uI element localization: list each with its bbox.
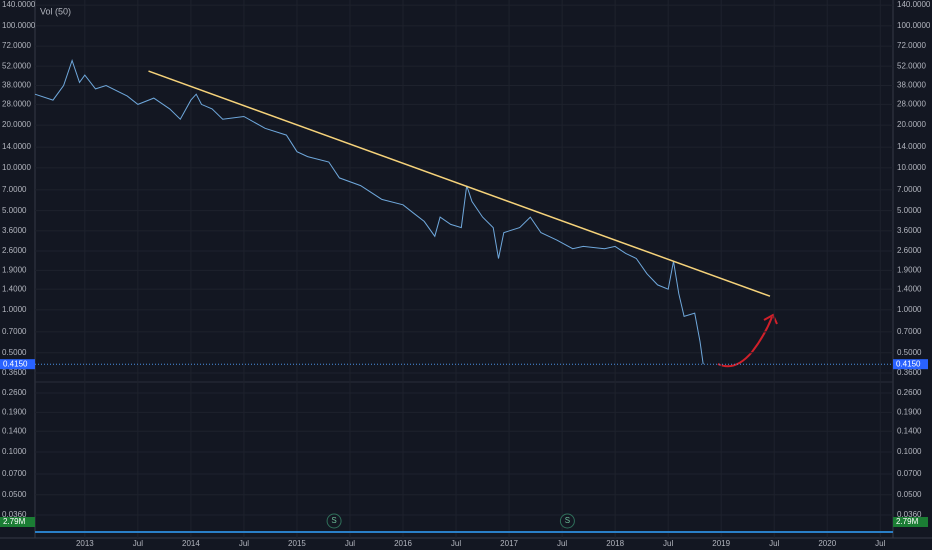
y-tick-label-left: 1.4000 — [2, 284, 27, 293]
split-marker-label: S — [331, 516, 336, 525]
y-tick-label: 20.0000 — [897, 120, 926, 129]
last-price-tag-right: 0.4150 — [896, 359, 921, 368]
y-tick-label: 0.3600 — [897, 368, 922, 377]
y-tick-label: 0.0700 — [897, 469, 922, 478]
y-tick-label: 3.6000 — [897, 226, 922, 235]
x-tick-label: Jul — [663, 539, 673, 548]
y-tick-label: 1.0000 — [897, 305, 922, 314]
y-tick-label-left: 140.0000 — [2, 0, 36, 9]
y-tick-label-left: 0.7000 — [2, 327, 27, 336]
x-tick-label: Jul — [875, 539, 885, 548]
y-tick-label-left: 2.6000 — [2, 246, 27, 255]
y-tick-label-left: 0.5000 — [2, 348, 27, 357]
y-tick-label: 14.0000 — [897, 142, 926, 151]
y-tick-label-left: 72.0000 — [2, 41, 31, 50]
y-tick-label: 5.0000 — [897, 206, 922, 215]
volume-tag-right-bg — [893, 517, 928, 527]
volume-tag-right: 2.79M — [896, 517, 919, 526]
y-tick-label: 7.0000 — [897, 185, 922, 194]
y-tick-label-left: 0.2600 — [2, 388, 27, 397]
y-tick-label: 140.0000 — [897, 0, 931, 9]
y-tick-label-left: 10.0000 — [2, 163, 31, 172]
x-tick-label: 2018 — [606, 539, 624, 548]
y-tick-label: 52.0000 — [897, 61, 926, 70]
y-tick-label-left: 0.0700 — [2, 469, 27, 478]
y-tick-label: 28.0000 — [897, 99, 926, 108]
y-tick-label: 2.6000 — [897, 246, 922, 255]
x-tick-label: Jul — [133, 539, 143, 548]
y-tick-label: 0.0360 — [897, 510, 922, 519]
x-tick-label: 2013 — [76, 539, 94, 548]
y-tick-label-left: 0.0500 — [2, 490, 27, 499]
y-tick-label-left: 52.0000 — [2, 61, 31, 70]
x-tick-label: Jul — [239, 539, 249, 548]
y-tick-label: 0.1400 — [897, 426, 922, 435]
y-tick-label-left: 20.0000 — [2, 120, 31, 129]
y-tick-label: 0.0500 — [897, 490, 922, 499]
y-tick-label: 72.0000 — [897, 41, 926, 50]
y-tick-label: 100.0000 — [897, 21, 931, 30]
drawn-arrow-head — [763, 313, 778, 325]
drawn-arrow — [717, 316, 773, 368]
y-tick-label-left: 0.1400 — [2, 426, 27, 435]
x-tick-label: Jul — [345, 539, 355, 548]
last-price-tag-left-bg — [0, 359, 35, 370]
x-tick-label: 2016 — [394, 539, 412, 548]
x-tick-label: 2019 — [712, 539, 730, 548]
x-tick-label: 2017 — [500, 539, 518, 548]
y-tick-label: 0.2600 — [897, 388, 922, 397]
y-tick-label: 38.0000 — [897, 81, 926, 90]
y-tick-label-left: 0.0360 — [2, 510, 27, 519]
y-tick-label-left: 1.9000 — [2, 265, 27, 274]
split-marker — [559, 513, 575, 529]
y-tick-label: 1.9000 — [897, 265, 922, 274]
y-tick-label-left: 1.0000 — [2, 305, 27, 314]
y-tick-label-left: 7.0000 — [2, 185, 27, 194]
volume-tag-left-bg — [0, 517, 35, 527]
y-tick-label: 0.1900 — [897, 407, 922, 416]
y-tick-label: 10.0000 — [897, 163, 926, 172]
x-tick-label: 2014 — [182, 539, 200, 548]
y-tick-label: 0.7000 — [897, 327, 922, 336]
y-tick-label: 0.5000 — [897, 348, 922, 357]
x-tick-label: 2020 — [818, 539, 836, 548]
y-tick-label-left: 100.0000 — [2, 21, 36, 30]
y-tick-label: 0.1000 — [897, 447, 922, 456]
split-marker-label: S — [565, 516, 570, 525]
y-tick-label-left: 3.6000 — [2, 226, 27, 235]
y-tick-label-left: 38.0000 — [2, 81, 31, 90]
price-line — [34, 58, 704, 365]
indicator-label: Vol (50) — [40, 6, 71, 16]
y-tick-label-left: 0.1900 — [2, 407, 27, 416]
trend-line — [148, 70, 771, 297]
y-tick-label: 1.4000 — [897, 284, 922, 293]
y-tick-label-left: 5.0000 — [2, 206, 27, 215]
volume-tag-left: 2.79M — [3, 517, 26, 526]
last-price-tag-left: 0.4150 — [3, 359, 28, 368]
x-tick-label: Jul — [769, 539, 779, 548]
split-marker — [326, 513, 342, 529]
y-tick-label-left: 28.0000 — [2, 99, 31, 108]
y-tick-label-left: 0.1000 — [2, 447, 27, 456]
last-price-tag-right-bg — [893, 359, 928, 370]
x-tick-label: Jul — [557, 539, 567, 548]
y-tick-label-left: 14.0000 — [2, 142, 31, 151]
x-tick-label: Jul — [451, 539, 461, 548]
x-tick-label: 2015 — [288, 539, 306, 548]
y-tick-label-left: 0.3600 — [2, 368, 27, 377]
